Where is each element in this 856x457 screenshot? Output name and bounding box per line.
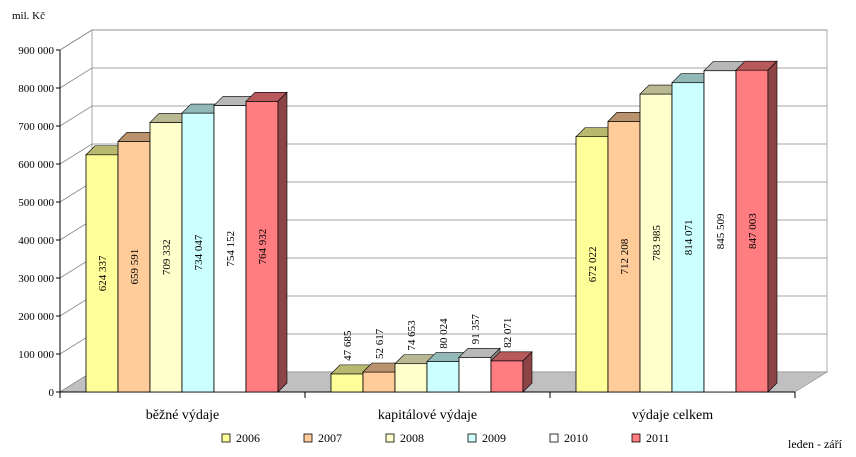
bar-value-label: 80 024	[438, 318, 450, 349]
bar	[149, 122, 183, 393]
bar	[458, 356, 492, 393]
bar	[362, 371, 396, 393]
y-tick-label: 500 000	[18, 197, 54, 209]
bar	[394, 363, 428, 393]
y-tick-label: 300 000	[18, 273, 54, 285]
bar-value-label: 659 591	[129, 249, 141, 285]
x-category-label: běžné výdaje	[146, 408, 219, 423]
legend-label: 2010	[564, 431, 588, 445]
legend-label: 2008	[400, 431, 424, 445]
bar	[117, 140, 151, 393]
bar-value-label: 52 617	[374, 328, 386, 359]
gridline	[59, 29, 827, 51]
bar-value-label: 814 071	[683, 219, 695, 255]
bar	[671, 82, 705, 393]
bar-value-label: 754 152	[225, 231, 237, 267]
bar	[639, 93, 673, 393]
bar-side	[767, 60, 778, 393]
y-tick-label: 700 000	[18, 121, 54, 133]
legend-swatch	[385, 433, 395, 443]
bar-value-label: 783 985	[651, 225, 663, 261]
y-axis-unit-label: mil. Kč	[12, 10, 45, 22]
y-tick-label: 900 000	[18, 45, 54, 57]
bar	[426, 361, 460, 393]
legend-swatch	[221, 433, 231, 443]
legend-label: 2011	[646, 431, 670, 445]
bar-value-label: 82 071	[502, 318, 514, 348]
y-tick-label: 600 000	[18, 159, 54, 171]
bar-side	[522, 351, 533, 393]
x-category-label: výdaje celkem	[632, 408, 713, 423]
bar	[575, 136, 609, 393]
bar-value-label: 624 337	[97, 255, 109, 291]
bar	[330, 373, 364, 393]
bar	[245, 100, 279, 393]
legend-label: 2009	[482, 431, 506, 445]
bar	[490, 360, 524, 393]
bar	[735, 69, 769, 393]
gridline	[59, 105, 827, 127]
y-tick-label: 800 000	[18, 83, 54, 95]
y-tick-label: 100 000	[18, 349, 54, 361]
legend-swatch	[549, 433, 559, 443]
legend-swatch	[467, 433, 477, 443]
bar-value-label: 847 003	[747, 213, 759, 249]
legend-swatch	[303, 433, 313, 443]
y-tick-label: 200 000	[18, 311, 54, 323]
bar	[181, 112, 215, 393]
bar	[703, 70, 737, 393]
gridline	[59, 67, 827, 89]
bar-side	[277, 91, 288, 393]
bar	[607, 120, 641, 393]
bar-value-label: 709 332	[161, 239, 173, 275]
bar-value-label: 672 022	[587, 246, 599, 282]
bar-value-label: 845 509	[715, 213, 727, 249]
bar-value-label: 712 208	[619, 238, 631, 274]
y-tick-label: 0	[49, 387, 55, 399]
bar-value-label: 91 357	[470, 314, 482, 345]
legend-label: 2007	[318, 431, 342, 445]
bar-value-label: 764 932	[257, 229, 269, 265]
legend-swatch	[631, 433, 641, 443]
x-category-label: kapitálové výdaje	[378, 408, 477, 423]
period-note: leden - září	[788, 437, 842, 451]
bar-value-label: 734 047	[193, 234, 205, 270]
y-tick-label: 400 000	[18, 235, 54, 247]
bar-value-label: 74 653	[406, 320, 418, 351]
bar-value-label: 47 685	[342, 330, 354, 361]
legend-label: 2006	[236, 431, 260, 445]
bar	[213, 105, 247, 393]
